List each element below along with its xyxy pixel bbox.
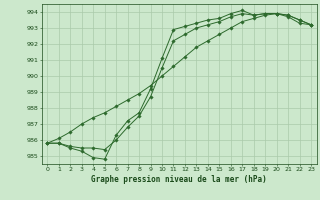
X-axis label: Graphe pression niveau de la mer (hPa): Graphe pression niveau de la mer (hPa) — [91, 175, 267, 184]
